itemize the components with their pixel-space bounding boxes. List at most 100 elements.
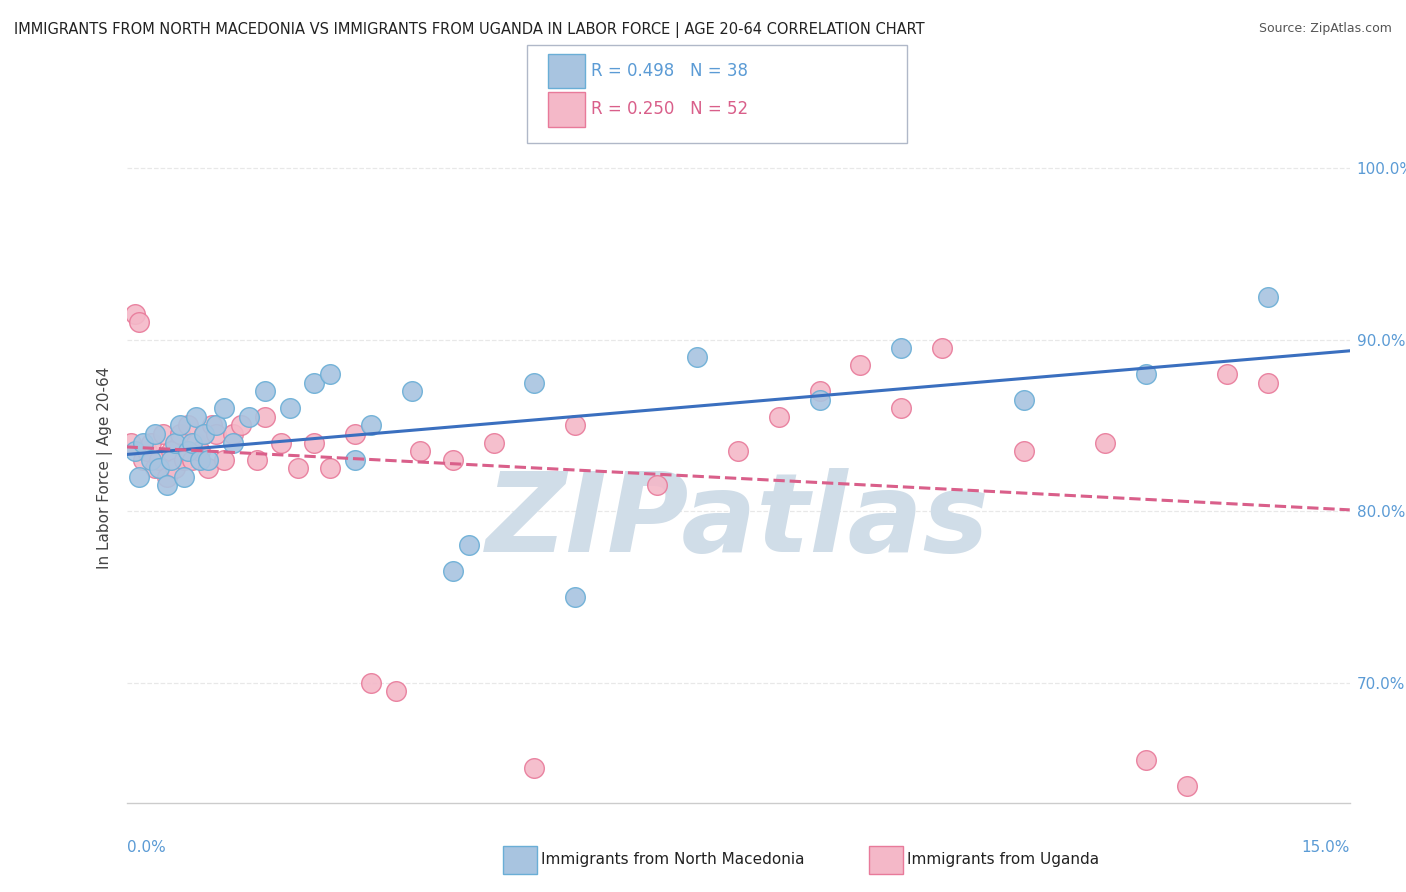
Point xyxy=(686,350,709,364)
Point xyxy=(156,470,179,484)
Text: Source: ZipAtlas.com: Source: ZipAtlas.com xyxy=(1258,22,1392,36)
Point xyxy=(156,478,179,492)
Point xyxy=(441,564,464,578)
Point xyxy=(160,444,183,458)
Text: R = 0.250   N = 52: R = 0.250 N = 52 xyxy=(591,100,748,119)
Point xyxy=(184,435,207,450)
Point xyxy=(727,444,749,458)
Point xyxy=(148,452,170,467)
Point xyxy=(205,418,228,433)
Point xyxy=(124,444,146,458)
Text: Immigrants from North Macedonia: Immigrants from North Macedonia xyxy=(541,853,804,867)
Point xyxy=(188,444,211,458)
Point xyxy=(120,435,142,450)
Point xyxy=(287,461,309,475)
Point xyxy=(1257,290,1279,304)
Point xyxy=(221,435,243,450)
Point xyxy=(246,452,269,467)
Point xyxy=(193,427,215,442)
Point xyxy=(645,478,668,492)
Point xyxy=(205,427,228,442)
Point xyxy=(169,418,191,433)
Point xyxy=(139,435,162,450)
Point xyxy=(1175,779,1198,793)
Point xyxy=(132,452,155,467)
Text: Immigrants from Uganda: Immigrants from Uganda xyxy=(907,853,1099,867)
Point xyxy=(214,401,236,416)
Point xyxy=(188,452,211,467)
Point xyxy=(152,427,174,442)
Point xyxy=(278,401,301,416)
Point xyxy=(238,409,260,424)
Point xyxy=(143,461,166,475)
Point xyxy=(201,418,224,433)
Point xyxy=(808,384,831,398)
Point xyxy=(197,452,219,467)
Point xyxy=(214,452,236,467)
Point xyxy=(360,418,382,433)
Text: 0.0%: 0.0% xyxy=(127,839,166,855)
Point xyxy=(132,435,155,450)
Point xyxy=(177,444,200,458)
Y-axis label: In Labor Force | Age 20-64: In Labor Force | Age 20-64 xyxy=(97,368,112,569)
Text: 15.0%: 15.0% xyxy=(1302,839,1350,855)
Point xyxy=(384,684,406,698)
Point xyxy=(254,384,277,398)
Point xyxy=(564,590,586,604)
Point xyxy=(458,539,481,553)
Point xyxy=(1012,392,1035,407)
Point xyxy=(229,418,252,433)
Point xyxy=(128,470,150,484)
Point xyxy=(1135,753,1157,767)
Point xyxy=(1135,367,1157,381)
Point xyxy=(169,427,191,442)
Point xyxy=(165,461,187,475)
Point xyxy=(768,409,790,424)
Point xyxy=(441,452,464,467)
Point xyxy=(270,435,292,450)
Point xyxy=(890,401,912,416)
Point xyxy=(931,341,953,355)
Point xyxy=(343,427,366,442)
Point xyxy=(177,418,200,433)
Point xyxy=(319,367,342,381)
Point xyxy=(1257,376,1279,390)
Point xyxy=(180,452,202,467)
Point xyxy=(849,359,872,373)
Point xyxy=(197,461,219,475)
Point xyxy=(173,452,195,467)
Point xyxy=(1012,444,1035,458)
Point xyxy=(523,762,546,776)
Point xyxy=(184,409,207,424)
Point xyxy=(409,444,432,458)
Point xyxy=(401,384,423,398)
Point xyxy=(890,341,912,355)
Point xyxy=(564,418,586,433)
Point xyxy=(808,392,831,407)
Point xyxy=(143,427,166,442)
Text: IMMIGRANTS FROM NORTH MACEDONIA VS IMMIGRANTS FROM UGANDA IN LABOR FORCE | AGE 2: IMMIGRANTS FROM NORTH MACEDONIA VS IMMIG… xyxy=(14,22,925,38)
Text: ZIPatlas: ZIPatlas xyxy=(486,468,990,575)
Point xyxy=(180,435,202,450)
Point xyxy=(254,409,277,424)
Point xyxy=(135,444,157,458)
Point xyxy=(482,435,505,450)
Point xyxy=(193,427,215,442)
Text: R = 0.498   N = 38: R = 0.498 N = 38 xyxy=(591,62,748,80)
Point xyxy=(124,307,146,321)
Point xyxy=(148,461,170,475)
Point xyxy=(139,452,162,467)
Point xyxy=(343,452,366,467)
Point xyxy=(319,461,342,475)
Point xyxy=(128,316,150,330)
Point xyxy=(160,452,183,467)
Point xyxy=(523,376,546,390)
Point xyxy=(302,435,325,450)
Point xyxy=(302,376,325,390)
Point xyxy=(1094,435,1116,450)
Point xyxy=(1216,367,1239,381)
Point xyxy=(165,435,187,450)
Point xyxy=(221,427,243,442)
Point xyxy=(173,470,195,484)
Point xyxy=(360,675,382,690)
